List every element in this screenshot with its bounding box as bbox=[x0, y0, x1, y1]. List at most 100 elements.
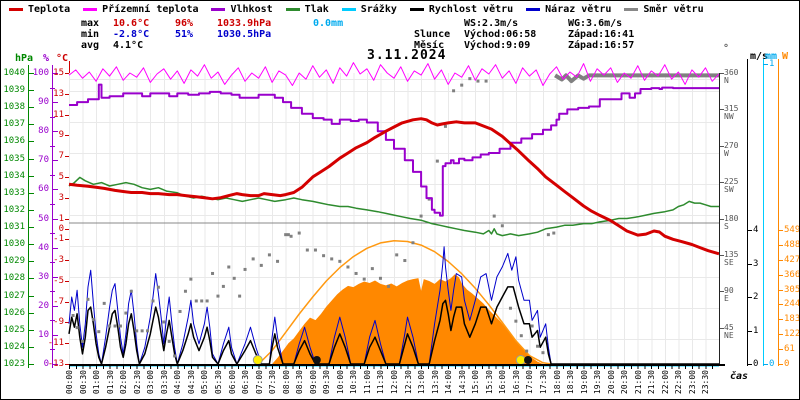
time-tick-label: 08:00 bbox=[281, 370, 291, 395]
axis-tick bbox=[50, 116, 55, 118]
stats-wind-sun-moon: WS:2.3m/s WG:3.6m/s Slunce Východ:06:58 Zápa… bbox=[414, 18, 634, 51]
axis-tick bbox=[719, 145, 724, 147]
axis-tick bbox=[65, 197, 70, 199]
axis-tick bbox=[778, 230, 783, 231]
series-line-slune-n-z-en-teoretick- bbox=[258, 239, 552, 365]
axis-tick bbox=[28, 329, 34, 331]
series-marker-sm-r-v-tru bbox=[403, 259, 407, 263]
legend-label: Vlhkost bbox=[230, 3, 273, 15]
time-axis-title: čas bbox=[730, 371, 749, 382]
axis-tick-label: 3 bbox=[753, 258, 759, 269]
time-tick-label: 12:00 bbox=[390, 370, 399, 395]
axis-tick-label: 70 bbox=[38, 155, 49, 166]
axis-tick bbox=[28, 312, 34, 314]
time-tick-label: 18:30 bbox=[566, 370, 576, 395]
axis-tick bbox=[28, 244, 34, 246]
series-marker-sm-r-v-tru bbox=[146, 329, 150, 333]
axis-tick bbox=[65, 260, 70, 262]
time-tick-label: 22:30 bbox=[674, 370, 684, 395]
legend-label: Směr větru bbox=[643, 3, 704, 15]
time-tick-label: 14:30 bbox=[457, 370, 467, 395]
axis-tick bbox=[65, 364, 70, 365]
time-tick-label: 15:00 bbox=[471, 370, 481, 395]
axis-tick bbox=[747, 297, 752, 298]
legend-item: Směr větru bbox=[624, 3, 704, 15]
plot-right-border bbox=[719, 73, 720, 366]
series-marker-sm-r-v-tru bbox=[338, 259, 342, 263]
time-tick-label: 09:00 bbox=[308, 370, 318, 395]
time-tick-label: 10:30 bbox=[349, 370, 359, 395]
time-tick-label: 18:00 bbox=[552, 370, 562, 395]
axis-tick-label: 11 bbox=[53, 109, 64, 120]
series-marker-sm-r-v-tru bbox=[173, 354, 177, 358]
stats-row-label: avg bbox=[81, 40, 100, 51]
rain-axis-line bbox=[763, 59, 764, 366]
series-marker-sm-r-v-tru bbox=[189, 277, 193, 281]
series-marker-sm-r-v-tru bbox=[411, 241, 415, 245]
stats-value: 1030.5hPa bbox=[217, 29, 272, 40]
series-marker-sm-r-v-tru bbox=[200, 299, 204, 303]
series-marker-sm-r-v-tru bbox=[75, 326, 79, 330]
stats-value: Západ:16:41 bbox=[568, 29, 635, 40]
axis-tick bbox=[778, 319, 783, 321]
series-marker-sm-r-v-tru bbox=[536, 344, 540, 348]
stats-row: Slunce Východ:06:58 Západ:16:41 bbox=[414, 29, 634, 40]
stats-value: Východ:9:09 bbox=[464, 40, 531, 51]
series-marker-sm-r-v-tru bbox=[297, 231, 301, 235]
axis-tick-label: 0 bbox=[58, 223, 64, 234]
legend-item: Náraz větru bbox=[526, 4, 611, 15]
axis-tick bbox=[65, 135, 70, 137]
stats-row-label: max bbox=[81, 18, 100, 29]
stats-value: 51% bbox=[175, 29, 194, 40]
axis-tick-label: 1033 bbox=[3, 187, 25, 198]
axis-tick bbox=[778, 244, 783, 246]
stats-value: 1033.9hPa bbox=[217, 18, 272, 29]
series-marker-sm-r-v-tru bbox=[370, 267, 374, 271]
axis-tick-label: 30 bbox=[38, 271, 49, 282]
axis-tick bbox=[65, 322, 70, 324]
axis-tick bbox=[747, 330, 752, 332]
legend-swatch-icon bbox=[624, 7, 639, 11]
stats-value: -2.8°C bbox=[113, 29, 150, 40]
stats-value: Západ:16:57 bbox=[568, 40, 635, 51]
series-line-tlak bbox=[68, 176, 719, 237]
series-marker-sm-r-v-tru bbox=[435, 159, 439, 163]
stats-value: Slunce bbox=[414, 29, 451, 40]
axis-tick-label: 90 bbox=[38, 97, 49, 108]
series-marker-sm-r-v-tru bbox=[86, 297, 90, 301]
axis-tick bbox=[28, 227, 34, 229]
stats-value: 96% bbox=[175, 18, 194, 29]
axis-tick bbox=[65, 156, 70, 158]
axis-tick bbox=[747, 230, 752, 231]
axis-tick bbox=[65, 176, 70, 178]
series-marker-sm-r-v-tru bbox=[113, 324, 117, 328]
series-marker-sm-r-v-tru bbox=[427, 197, 431, 201]
rain-axis-unit: mm bbox=[765, 51, 778, 62]
series-marker-sm-r-v-tru bbox=[476, 79, 480, 83]
series-marker-sm-r-v-tru bbox=[97, 330, 101, 334]
pressure-axis-unit: hPa bbox=[15, 53, 34, 64]
time-tick-label: 19:30 bbox=[593, 370, 603, 395]
axis-tick-label: 1 bbox=[769, 59, 775, 69]
series-line-sm-r-v-tru-ve-er- bbox=[554, 73, 719, 84]
legend-label: Přízemní teplota bbox=[102, 3, 199, 15]
time-axis-line bbox=[69, 364, 725, 366]
stats-row-label: min bbox=[81, 29, 100, 40]
legend-swatch-icon bbox=[409, 7, 424, 11]
axis-tick bbox=[28, 192, 34, 194]
time-tick-label: 21:00 bbox=[633, 370, 643, 395]
axis-tick-label: 305 bbox=[784, 284, 800, 295]
axis-tick bbox=[747, 263, 752, 265]
series-marker-sm-r-v-tru bbox=[251, 257, 255, 261]
series-marker-sm-r-v-tru bbox=[395, 253, 399, 257]
series-marker-sm-r-v-tru bbox=[552, 231, 556, 235]
series-marker-sm-r-v-tru bbox=[330, 257, 334, 261]
axis-tick-label: 4 bbox=[753, 225, 759, 235]
axis-tick bbox=[28, 73, 34, 74]
legend-item: Vlhkost bbox=[211, 3, 273, 15]
axis-tick bbox=[50, 291, 55, 293]
axis-tick-label: 1032 bbox=[3, 204, 25, 215]
time-tick-label: 11:00 bbox=[362, 370, 372, 395]
axis-tick-label: 1026 bbox=[3, 307, 25, 318]
series-marker-sm-r-v-tru bbox=[514, 319, 518, 323]
